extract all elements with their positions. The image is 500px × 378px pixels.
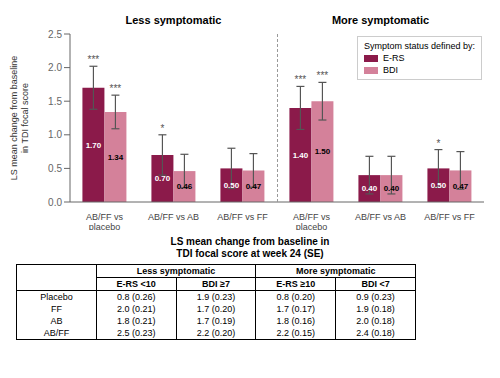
svg-text:*: * xyxy=(436,138,440,149)
svg-text:AB/FF vsplacebo: AB/FF vsplacebo xyxy=(86,212,124,230)
svg-text:0.40: 0.40 xyxy=(362,184,378,193)
html-text:More symptomatic: More symptomatic xyxy=(295,266,376,276)
html-text:AB/FF: AB/FF xyxy=(43,328,70,338)
svg-text:0.50: 0.50 xyxy=(224,181,240,190)
svg-text:0.47: 0.47 xyxy=(453,182,469,191)
html-text:1.9 (0.18): 1.9 (0.18) xyxy=(356,304,395,314)
svg-text:AB/FF vs FF: AB/FF vs FF xyxy=(217,212,268,222)
html-text:2.2 (0.15): 2.2 (0.15) xyxy=(276,328,315,338)
html-text:BDI: BDI xyxy=(382,65,398,75)
svg-text:0.47: 0.47 xyxy=(246,182,262,191)
svg-text:0.46: 0.46 xyxy=(177,182,193,191)
html-text:Placebo: Placebo xyxy=(40,292,73,302)
html-text:E-RS: E-RS xyxy=(382,53,405,63)
svg-text:***: *** xyxy=(110,83,122,94)
svg-text:0.70: 0.70 xyxy=(155,174,171,183)
svg-text:0.5: 0.5 xyxy=(48,163,62,174)
svg-text:AB/FF vs AB: AB/FF vs AB xyxy=(148,212,199,222)
svg-text:0.40: 0.40 xyxy=(384,184,400,193)
svg-text:AB/FF vsplacebo: AB/FF vsplacebo xyxy=(293,212,331,230)
html-text:1.8 (0.21): 1.8 (0.21) xyxy=(116,316,156,326)
html-text:1.7 (0.19): 1.7 (0.19) xyxy=(196,316,236,326)
html-text:2.0 (0.18): 2.0 (0.18) xyxy=(356,316,395,326)
html-text:2.5 (0.23): 2.5 (0.23) xyxy=(116,328,156,338)
html-text:E-RS ≥10: E-RS ≥10 xyxy=(276,279,316,289)
html-text:2.4 (0.18): 2.4 (0.18) xyxy=(356,328,395,338)
html-text:LS mean change from baseline i: LS mean change from baseline in TDI foca… xyxy=(170,236,330,259)
svg-text:AB/FF vs FF: AB/FF vs FF xyxy=(424,212,475,222)
svg-text:***: *** xyxy=(317,70,329,81)
svg-text:0.0: 0.0 xyxy=(48,197,62,208)
html-text:More symptomatic: More symptomatic xyxy=(331,14,430,26)
svg-text:***: *** xyxy=(295,74,307,85)
svg-text:2.0: 2.0 xyxy=(48,62,62,73)
html-text:BDI <7: BDI <7 xyxy=(361,279,390,289)
svg-text:0.50: 0.50 xyxy=(431,181,447,190)
html-text:Symptom status defined by:: Symptom status defined by: xyxy=(363,41,475,51)
svg-text:1.34: 1.34 xyxy=(108,153,124,162)
html-text:2.0 (0.21): 2.0 (0.21) xyxy=(116,304,156,314)
svg-text:1.50: 1.50 xyxy=(315,147,331,156)
html-text:E-RS <10: E-RS <10 xyxy=(116,279,156,289)
html-text:Less symptomatic: Less symptomatic xyxy=(125,14,222,26)
html-text:BDI ≥7: BDI ≥7 xyxy=(202,279,230,289)
html-text:1.7 (0.17): 1.7 (0.17) xyxy=(276,304,315,314)
svg-text:1.5: 1.5 xyxy=(48,96,62,107)
svg-text:1.70: 1.70 xyxy=(86,141,102,150)
html-text:LS mean change from baseline i: LS mean change from baseline in TDI foca… xyxy=(9,55,30,181)
svg-text:***: *** xyxy=(88,54,100,65)
html-text:AB: AB xyxy=(50,316,63,326)
svg-text:*: * xyxy=(160,123,164,134)
html-text:0.9 (0.23): 0.9 (0.23) xyxy=(356,292,395,302)
html-text:0.8 (0.20): 0.8 (0.20) xyxy=(276,292,315,302)
svg-text:2.5: 2.5 xyxy=(48,29,62,40)
html-text:FF: FF xyxy=(50,304,62,314)
html-text:1.7 (0.20): 1.7 (0.20) xyxy=(196,304,236,314)
html-text:2.2 (0.20): 2.2 (0.20) xyxy=(196,328,236,338)
svg-text:AB/FF vs AB: AB/FF vs AB xyxy=(355,212,406,222)
svg-text:1.40: 1.40 xyxy=(293,151,309,160)
html-text:0.8 (0.26): 0.8 (0.26) xyxy=(116,292,156,302)
html-text:1.9 (0.23): 1.9 (0.23) xyxy=(196,292,236,302)
svg-text:1.0: 1.0 xyxy=(48,129,62,140)
html-text:1.8 (0.16): 1.8 (0.16) xyxy=(276,316,315,326)
html-text:Less symptomatic: Less symptomatic xyxy=(136,266,216,276)
